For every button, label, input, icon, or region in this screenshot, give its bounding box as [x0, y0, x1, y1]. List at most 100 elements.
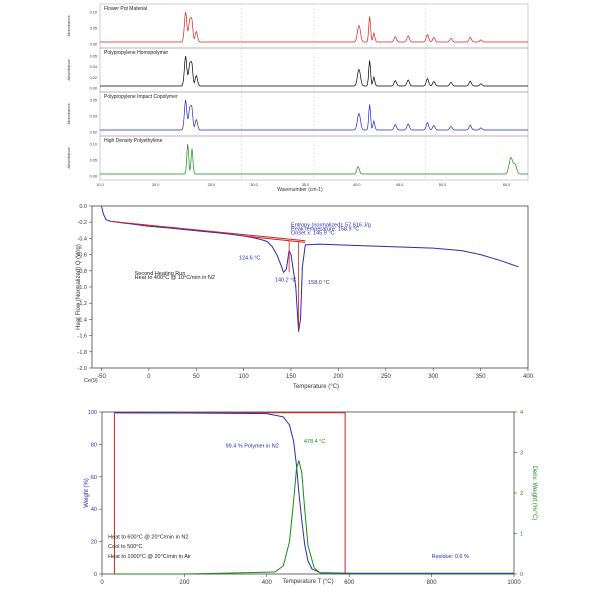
- chart-annotation: Second Heating Run: [135, 271, 186, 277]
- series-line: [110, 220, 306, 242]
- ir-panel-title: Polypropylene Impact Copolymer: [104, 94, 178, 100]
- x-tick-label: 0: [100, 580, 104, 586]
- right-y-tick-label: 0: [520, 572, 523, 578]
- ir-spectra-stack: Flower Pot Material Absorbance 0.10 0.05 0.0…: [66, 3, 529, 193]
- ir-spectrum-line: [100, 143, 528, 175]
- chart-annotation: Peak temperature: 158.9 °C: [291, 226, 359, 232]
- chart-annotation: Cool to 500°C: [108, 544, 142, 550]
- x-tick-label: 350: [476, 374, 487, 380]
- chart-annotation: 99.4 % Polymer in N2: [226, 444, 279, 450]
- chart-annotation: 478.4 °C: [304, 439, 325, 445]
- ir-y-tick-label: 0.05: [90, 159, 97, 163]
- x-tick-label: 200: [179, 580, 190, 586]
- ir-y-tick-label: 0.05: [90, 99, 97, 103]
- chart-annotation: 158.0 °C: [308, 280, 329, 286]
- y-tick-label: 40: [91, 507, 97, 513]
- ir-panel: High Density Polyethylene Absorbance 0.10 0…: [66, 135, 529, 181]
- ir-y-axis-label: Absorbance: [66, 59, 71, 81]
- tga-x-axis-label: Temperature T (°C): [282, 579, 333, 585]
- ir-y-tick-label: 0.04: [90, 65, 97, 69]
- y-tick-label: 0.0: [79, 204, 87, 210]
- y-tick-label: 0: [94, 572, 97, 578]
- y-tick-label: 60: [91, 475, 97, 481]
- x-tick-label: 1000: [507, 580, 521, 586]
- tga-y-axis-label: Weight (%): [84, 478, 90, 508]
- ir-x-tick-label: 50.0: [439, 183, 446, 187]
- y-tick-label: -1.8: [78, 350, 87, 356]
- ir-y-tick-label: 0.03: [90, 115, 97, 119]
- y-tick-label: -0.6: [78, 253, 87, 259]
- ir-y-tick-label: 0.05: [90, 27, 97, 31]
- y-tick-label: -1.6: [78, 334, 87, 340]
- y-tick-label: -1.2: [78, 301, 87, 307]
- y-tick-label: -0.8: [78, 269, 87, 275]
- ir-x-tick-label: 30.0: [250, 183, 257, 187]
- tga-right-y-axis-label: Deriv. Weight (%/°C): [531, 466, 537, 521]
- series-line: [101, 205, 519, 333]
- ir-x-axis-label: Wavenumber (cm-1): [277, 187, 323, 193]
- dsc-y-axis-label: Heat Flow (Normalized) Q (W/g): [76, 244, 82, 330]
- dsc-heat-flow-chart: -50 0 50 100 150 200 250 300 350 400 0.0 -0.2 -0.4 -0…: [76, 204, 534, 390]
- series-line: [114, 412, 514, 574]
- ir-x-tick-label: 25.0: [208, 183, 215, 187]
- y-tick-label: -2.0: [78, 366, 87, 372]
- ir-y-axis-label: Absorbance: [66, 15, 71, 37]
- x-tick-label: 300: [428, 374, 439, 380]
- chart-annotation: Heat to 1000°C @ 20°C/min in Air: [108, 554, 191, 560]
- ir-y-tick-label: 0.00: [90, 175, 97, 179]
- right-y-tick-label: 2: [520, 491, 523, 497]
- chart-annotation: 140.2 °C: [275, 277, 296, 283]
- chart-annotation: Entropy (normalized): 57.616 J/g: [291, 222, 371, 228]
- right-y-tick-label: 3: [520, 451, 523, 457]
- x-tick-label: 0: [147, 374, 151, 380]
- ir-spectrum-line: [100, 99, 528, 131]
- ir-x-tick-label: 40.0: [353, 183, 360, 187]
- dsc-x-axis-label: Temperature (°C): [293, 384, 339, 390]
- y-tick-label: -1.0: [78, 285, 87, 291]
- ir-x-tick-label: 60.0: [503, 183, 510, 187]
- ir-y-tick-label: 0.05: [90, 55, 97, 59]
- ir-x-tick-label: 10.0: [96, 183, 103, 187]
- y-tick-label: -0.2: [78, 220, 87, 226]
- x-tick-label: 400: [262, 580, 273, 586]
- x-tick-label: 600: [344, 580, 355, 586]
- ir-x-tick-label: 35.0: [302, 183, 309, 187]
- ir-x-tick-label: 45.0: [396, 183, 403, 187]
- y-tick-label: -1.4: [78, 317, 87, 323]
- series-line: [243, 235, 306, 243]
- y-tick-label: -0.4: [78, 236, 87, 242]
- x-tick-label: 800: [427, 580, 438, 586]
- ir-spectrum-line: [100, 11, 528, 43]
- ir-panel-title: Polypropylene Homopolymer: [104, 50, 169, 56]
- chart-annotation: Heat to 400°C @ 10°C/min in N2: [135, 275, 215, 281]
- right-y-tick-label: 4: [520, 410, 523, 416]
- ir-spectrum-line: [100, 55, 528, 87]
- x-tick-label: 100: [239, 374, 250, 380]
- ir-x-tick-label: 20.0: [152, 183, 159, 187]
- ir-y-tick-label: 0.10: [90, 11, 97, 15]
- x-tick-label: 400: [523, 374, 534, 380]
- ir-y-axis-label: Absorbance: [66, 103, 71, 125]
- ir-y-tick-label: 0.00: [90, 87, 97, 91]
- x-tick-label: 250: [381, 374, 392, 380]
- ir-y-tick-label: 0.02: [90, 131, 97, 135]
- ir-y-tick-label: 0.00: [90, 43, 97, 47]
- chart-annotation: Heat to 600°C @ 20°C/min in N2: [108, 534, 188, 540]
- dsc-corner-label: Ce(9): [84, 378, 98, 384]
- ir-panel-title: High Density Polyethylene: [104, 138, 163, 144]
- x-tick-label: 150: [286, 374, 297, 380]
- chart-annotation: 124.6 °C: [239, 255, 260, 261]
- y-tick-label: 100: [88, 410, 97, 416]
- x-tick-label: 200: [333, 374, 344, 380]
- ir-y-tick-label: 0.10: [90, 143, 97, 147]
- ir-y-axis-label: Absorbance: [66, 147, 71, 169]
- series-line: [114, 460, 514, 575]
- right-y-tick-label: 1: [520, 532, 523, 538]
- ir-panel-title: Flower Pot Material: [104, 6, 147, 12]
- chart-annotation: Residue: 0.6 %: [432, 554, 469, 560]
- ir-y-tick-label: 0.02: [90, 76, 97, 80]
- x-tick-label: 50: [193, 374, 200, 380]
- y-tick-label: 80: [91, 442, 97, 448]
